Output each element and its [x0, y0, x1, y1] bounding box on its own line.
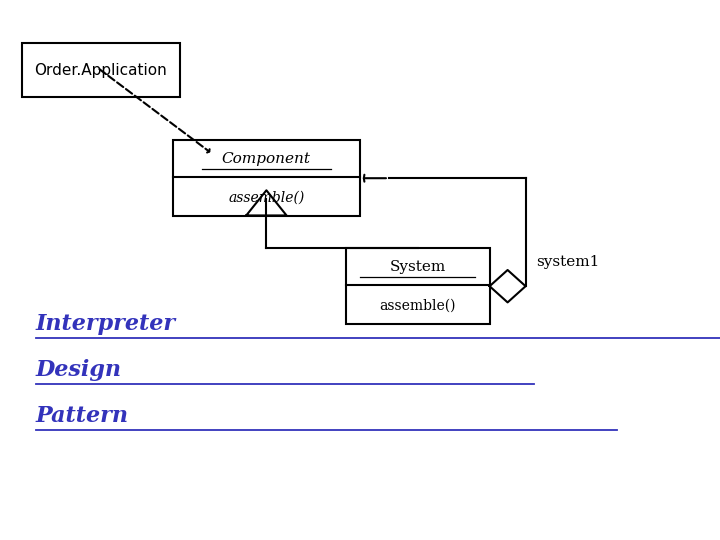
- Text: Component: Component: [222, 152, 311, 166]
- Text: Design: Design: [36, 359, 122, 381]
- FancyBboxPatch shape: [173, 140, 360, 216]
- Text: Interpreter: Interpreter: [36, 313, 176, 335]
- Text: Pattern: Pattern: [36, 405, 129, 427]
- Text: Order.Application: Order.Application: [35, 63, 167, 78]
- FancyBboxPatch shape: [346, 248, 490, 324]
- Text: assemble(): assemble(): [228, 191, 305, 205]
- Text: assemble(): assemble(): [379, 299, 456, 313]
- FancyBboxPatch shape: [22, 43, 180, 97]
- Text: system1: system1: [536, 255, 600, 269]
- Text: System: System: [390, 260, 446, 274]
